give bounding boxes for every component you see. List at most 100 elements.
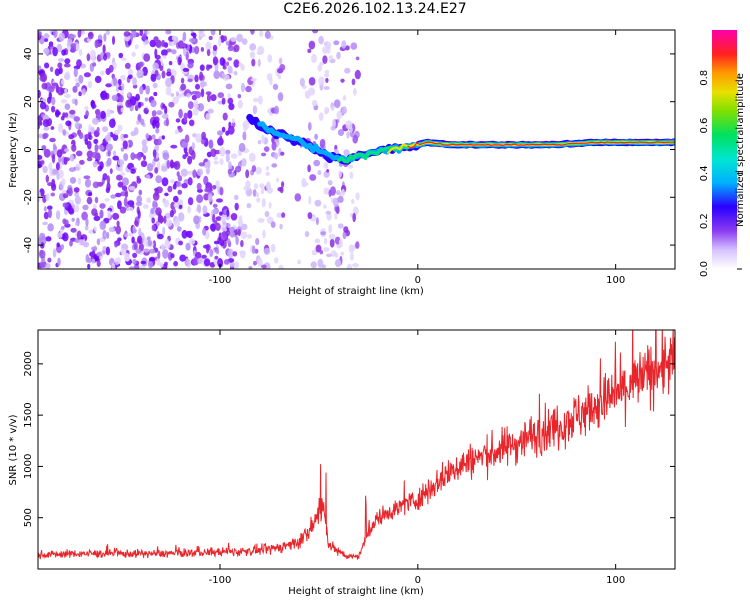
spectrogram-noise-blob — [103, 53, 108, 61]
spectrogram-noise-blob — [327, 46, 331, 54]
spectrogram-noise-blob — [257, 257, 263, 268]
spectrogram-noise-blob — [85, 110, 89, 118]
spectrogram-noise-blob — [137, 69, 144, 77]
spectrogram-noise-blob — [128, 232, 134, 237]
spectrogram-noise-blob — [162, 55, 167, 59]
spectrogram-noise-blob — [212, 208, 219, 214]
spectrogram-noise-blob — [62, 129, 67, 136]
spectrogram-noise-blob — [159, 262, 164, 268]
spectrogram-noise-blob — [91, 103, 97, 109]
spectrogram-noise-blob — [235, 165, 242, 173]
spectrogram-noise-blob — [87, 140, 92, 150]
spectrogram-noise-blob — [213, 240, 220, 245]
spectrogram-noise-blob — [137, 209, 141, 219]
spectrogram-noise-blob — [252, 245, 256, 254]
spectrogram-noise-blob — [75, 82, 80, 88]
spectrogram-noise-blob — [143, 204, 149, 209]
spectrogram-noise-blob — [226, 61, 229, 67]
spectrogram-noise-blob — [38, 31, 42, 37]
spectrogram-noise-blob — [124, 189, 129, 198]
spectrogram-noise-blob — [265, 171, 271, 176]
spectrogram-noise-blob — [105, 143, 113, 152]
spectrogram-noise-blob — [127, 92, 131, 97]
spectrogram-noise-blob — [317, 170, 322, 176]
spectrogram-noise-blob — [350, 42, 358, 50]
spectrogram-noise-blob — [154, 167, 159, 174]
spectrogram-noise-blob — [237, 219, 244, 227]
spectrogram-noise-blob — [187, 197, 194, 206]
spectrogram-noise-blob — [65, 157, 70, 162]
spectrogram-noise-blob — [348, 244, 355, 254]
spectrogram-noise-blob — [160, 243, 165, 251]
spectrogram-noise-blob — [166, 71, 172, 77]
spectrogram-noise-blob — [67, 187, 73, 197]
spectrogram-noise-blob — [261, 264, 267, 269]
spectrogram-noise-blob — [134, 220, 138, 226]
spectrogram-noise-blob — [201, 254, 207, 259]
spectrogram-noise-blob — [319, 138, 326, 149]
spectrogram-noise-blob — [99, 203, 106, 209]
spectrogram-noise-blob — [180, 83, 187, 91]
spectrogram-noise-blob — [197, 103, 205, 112]
spectrogram-noise-blob — [153, 36, 159, 42]
spectrogram-noise-blob — [68, 167, 76, 173]
spectrogram-noise-blob — [261, 134, 265, 144]
spectrogram-noise-blob — [43, 126, 50, 131]
spectrogram-noise-blob — [43, 116, 50, 120]
spectrogram-noise-blob — [333, 99, 341, 109]
spectrogram-noise-blob — [112, 212, 120, 220]
spectrogram-noise-blob — [181, 43, 187, 48]
spectrogram-noise-blob — [109, 168, 113, 175]
spectrogram-noise-blob — [143, 248, 150, 253]
spectrogram-noise-blob — [319, 250, 324, 255]
spectrogram-noise-blob — [179, 199, 184, 206]
spectrogram-noise-blob — [351, 78, 356, 86]
spectrogram-noise-blob — [43, 47, 50, 55]
spectrogram-noise-blob — [261, 152, 267, 157]
spectrogram-noise-blob — [55, 111, 61, 116]
spectrogram-noise-blob — [63, 219, 69, 225]
spectrogram-noise-blob — [338, 238, 343, 248]
spectrogram-noise-blob — [157, 250, 161, 259]
spectrogram-noise-blob — [138, 101, 142, 109]
spectrogram-noise-blob — [208, 35, 213, 41]
spectrogram-noise-blob — [40, 160, 45, 165]
spectrogram-noise-blob — [274, 105, 279, 115]
spectrogram-noise-blob — [69, 113, 76, 119]
spectrogram-noise-blob — [152, 240, 156, 249]
spectrogram-noise-blob — [212, 213, 216, 223]
spectrogram-noise-blob — [133, 241, 138, 249]
spectrogram-noise-blob — [196, 204, 201, 212]
spectrogram-noise-blob — [251, 165, 257, 173]
spectrogram-noise-blob — [228, 103, 235, 111]
spectrogram-noise-blob — [99, 220, 107, 230]
spectrogram-noise-blob — [212, 185, 217, 190]
spectrogram-noise-blob — [43, 206, 47, 212]
spectrogram-noise-blob — [255, 238, 260, 246]
spectrogram-noise-blob — [248, 152, 256, 162]
spectrogram-noise-blob — [106, 51, 111, 60]
spectrogram-noise-blob — [107, 149, 111, 157]
spectrogram-noise-blob — [227, 248, 234, 259]
spectrogram-x-tick-label: -100 — [209, 275, 232, 286]
spectrogram-noise-blob — [239, 250, 246, 255]
spectrogram-noise-blob — [150, 73, 157, 82]
spectrogram-noise-blob — [215, 249, 220, 255]
spectrogram-noise-blob — [119, 206, 127, 214]
spectrogram-noise-blob — [201, 131, 207, 140]
spectrogram-noise-blob — [209, 249, 214, 257]
spectrogram-noise-blob — [142, 33, 147, 41]
spectrogram-noise-blob — [106, 231, 110, 239]
spectrogram-noise-blob — [84, 225, 89, 231]
spectrogram-noise-blob — [145, 133, 150, 139]
spectrogram-noise-blob — [279, 223, 283, 230]
spectrogram-noise-blob — [92, 117, 99, 125]
spectrogram-noise-blob — [64, 148, 70, 153]
spectrogram-noise-blob — [194, 74, 199, 83]
spectrogram-noise-blob — [161, 135, 165, 140]
spectrogram-noise-blob — [70, 227, 77, 233]
spectrogram-noise-blob — [234, 194, 239, 201]
spectrogram-noise-blob — [280, 151, 285, 156]
spectrogram-noise-blob — [214, 255, 219, 260]
